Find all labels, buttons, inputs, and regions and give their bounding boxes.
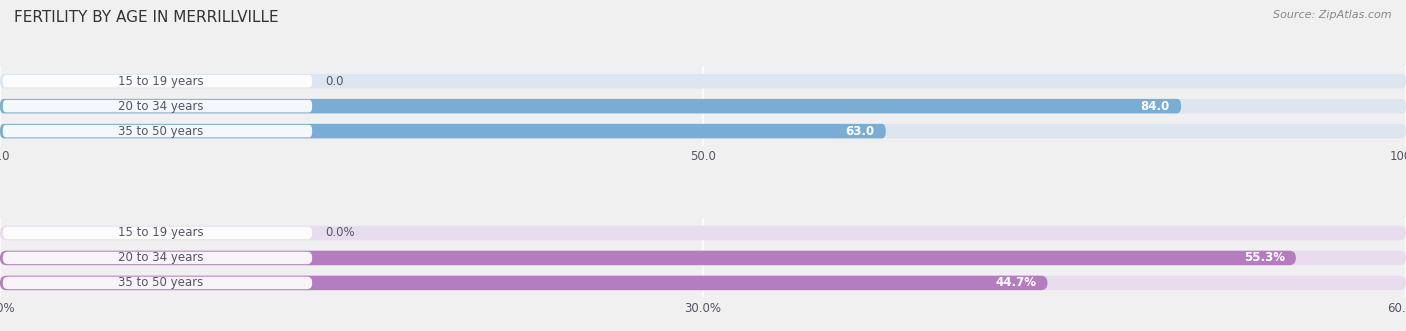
- Text: 84.0: 84.0: [1140, 100, 1170, 113]
- FancyBboxPatch shape: [0, 276, 1047, 290]
- Text: 35 to 50 years: 35 to 50 years: [118, 276, 204, 289]
- Text: FERTILITY BY AGE IN MERRILLVILLE: FERTILITY BY AGE IN MERRILLVILLE: [14, 10, 278, 25]
- Text: 63.0: 63.0: [845, 124, 875, 138]
- FancyBboxPatch shape: [0, 99, 1181, 114]
- Text: 15 to 19 years: 15 to 19 years: [118, 226, 204, 240]
- FancyBboxPatch shape: [3, 75, 312, 87]
- FancyBboxPatch shape: [3, 100, 312, 113]
- Text: 15 to 19 years: 15 to 19 years: [118, 75, 204, 88]
- FancyBboxPatch shape: [0, 74, 1406, 88]
- Text: 20 to 34 years: 20 to 34 years: [118, 100, 204, 113]
- Text: 0.0: 0.0: [325, 75, 343, 88]
- FancyBboxPatch shape: [0, 251, 1406, 265]
- FancyBboxPatch shape: [0, 251, 1296, 265]
- FancyBboxPatch shape: [3, 252, 312, 264]
- Text: 35 to 50 years: 35 to 50 years: [118, 124, 204, 138]
- Text: 20 to 34 years: 20 to 34 years: [118, 252, 204, 264]
- FancyBboxPatch shape: [0, 124, 1406, 138]
- FancyBboxPatch shape: [3, 125, 312, 137]
- FancyBboxPatch shape: [0, 226, 1406, 240]
- FancyBboxPatch shape: [3, 277, 312, 289]
- Text: 55.3%: 55.3%: [1244, 252, 1285, 264]
- FancyBboxPatch shape: [0, 124, 886, 138]
- FancyBboxPatch shape: [0, 276, 1406, 290]
- Text: Source: ZipAtlas.com: Source: ZipAtlas.com: [1274, 10, 1392, 20]
- FancyBboxPatch shape: [0, 99, 1406, 114]
- Text: 44.7%: 44.7%: [995, 276, 1036, 289]
- Text: 0.0%: 0.0%: [325, 226, 354, 240]
- FancyBboxPatch shape: [3, 227, 312, 239]
